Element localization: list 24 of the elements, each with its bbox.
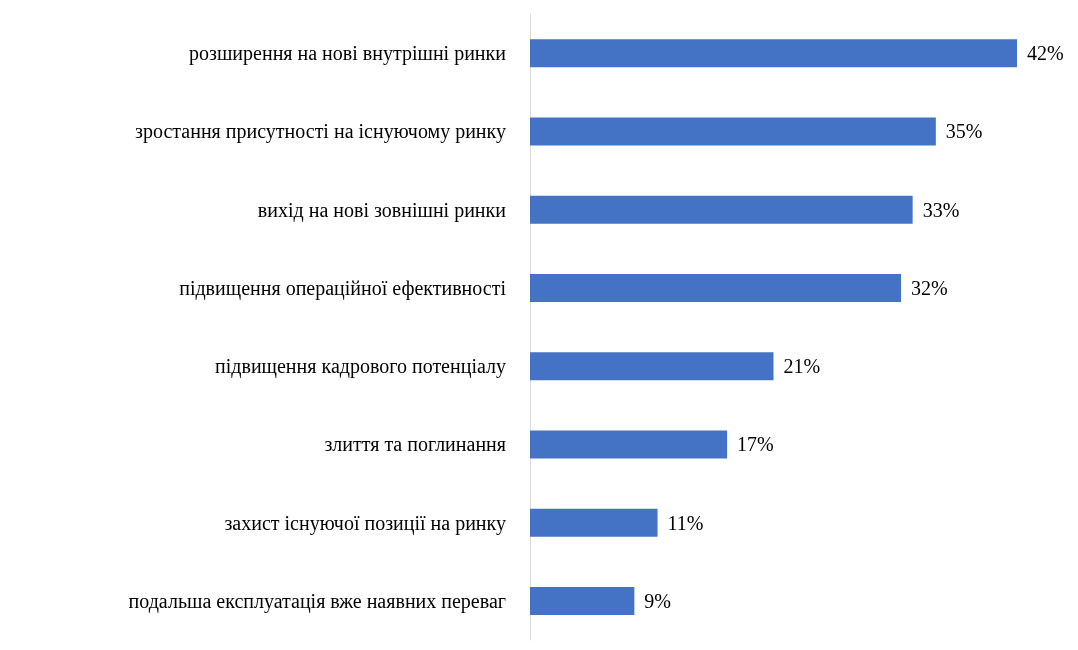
data-label: 42%: [1027, 42, 1064, 65]
y-tick-label: розширення на нові внутрішні ринки: [189, 42, 507, 66]
bar: [530, 586, 635, 615]
bar: [530, 39, 1017, 68]
bar: [530, 195, 913, 224]
data-label: 9%: [644, 589, 672, 612]
data-label: 33%: [922, 198, 960, 221]
bar: [530, 117, 936, 146]
y-tick-label: підвищення кадрового потенціалу: [215, 355, 506, 379]
data-label: 32%: [911, 276, 948, 299]
data-label: 11%: [667, 511, 704, 534]
y-tick-label: подальша експлуатація вже наявних переваг: [128, 589, 506, 613]
bar: [530, 273, 902, 302]
y-tick-label: злиття та поглинання: [324, 433, 506, 456]
y-tick-label: підвищення операційної ефективності: [179, 276, 507, 300]
bar: [530, 508, 658, 537]
data-label: 17%: [737, 433, 774, 456]
data-label: 21%: [783, 355, 821, 378]
y-tick-label: зростання присутності на існуючому ринку: [135, 120, 506, 144]
y-tick-label: захист існуючої позиції на ринку: [224, 511, 506, 535]
y-tick-label: вихід на нові зовнішні ринки: [257, 198, 507, 222]
data-label: 35%: [945, 120, 983, 143]
bar: [530, 430, 728, 459]
bar: [530, 352, 774, 381]
